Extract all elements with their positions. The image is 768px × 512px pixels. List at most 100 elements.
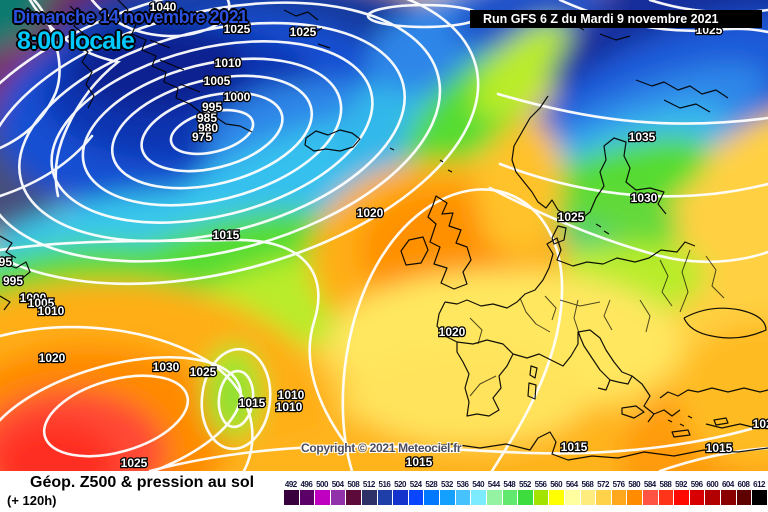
legend-entry: 588 — [657, 476, 674, 512]
coastlines-layer — [0, 0, 768, 461]
legend-entry: 524 — [407, 476, 424, 512]
legend-swatch — [423, 490, 440, 505]
legend-value: 604 — [721, 480, 734, 489]
legend-entry: 520 — [392, 476, 408, 512]
legend-value: 612 — [753, 480, 766, 489]
legend-value: 536 — [456, 480, 469, 489]
map-parameter-title: Géop. Z500 & pression au sol — [30, 474, 255, 491]
forecast-offset-label: (+ 120h) — [7, 493, 57, 508]
legend-swatch — [329, 490, 346, 505]
pressure-label: 1040 — [150, 0, 177, 14]
legend-value: 560 — [550, 480, 563, 489]
legend-value: 572 — [597, 480, 609, 489]
legend-value: 596 — [690, 480, 703, 489]
pressure-label: 1035 — [629, 130, 656, 144]
pressure-label: 1005 — [28, 296, 55, 310]
pressure-label: 1025 — [290, 25, 317, 39]
legend-entry: 580 — [626, 476, 643, 512]
legend-swatch — [688, 490, 705, 505]
legend-value: 584 — [643, 480, 656, 489]
legend-value: 580 — [628, 480, 641, 489]
legend-value: 504 — [331, 480, 344, 489]
pressure-label: 1005 — [204, 74, 231, 88]
legend-entry: 496 — [298, 476, 315, 512]
legend-entry: 540 — [470, 476, 486, 512]
legend-value: 552 — [519, 480, 531, 489]
pressure-label: 975 — [192, 130, 212, 144]
legend-entry: 548 — [501, 476, 518, 512]
legend-swatch — [704, 490, 721, 505]
model-run-label: Run GFS 6 Z du Mardi 9 novembre 2021 — [470, 10, 762, 28]
legend-swatch — [376, 490, 393, 505]
legend-swatch — [345, 490, 362, 505]
pressure-label: 985 — [197, 111, 217, 125]
pressure-label: 1025 — [190, 365, 217, 379]
legend-swatch — [720, 490, 736, 505]
legend-swatch — [361, 490, 377, 505]
pressure-label: 1025 — [224, 22, 251, 36]
legend-value: 540 — [472, 480, 485, 489]
pressure-label: 1000 — [20, 291, 47, 305]
legend-entry: 492 — [283, 476, 299, 512]
isobars-layer — [0, 0, 768, 471]
forecast-date-label: Dimanche 14 novembre 2021 — [13, 7, 248, 27]
legend-entry: 568 — [579, 476, 596, 512]
legend-entry: 536 — [454, 476, 471, 512]
legend-swatch — [626, 490, 643, 505]
legend-swatch — [735, 490, 752, 505]
legend-entry: 604 — [720, 476, 736, 512]
legend-value: 500 — [316, 480, 328, 489]
legend-value: 588 — [659, 480, 672, 489]
pressure-label: 1010 — [38, 304, 65, 318]
legend-swatch — [407, 490, 424, 505]
legend-entry: 532 — [439, 476, 455, 512]
legend-value: 592 — [675, 480, 687, 489]
legend-entry: 596 — [688, 476, 705, 512]
pressure-label: 1010 — [215, 56, 242, 70]
forecast-time-label: 8:00 locale — [17, 27, 135, 55]
pressure-label: 1010 — [278, 388, 305, 402]
legend-swatch — [314, 490, 330, 505]
legend-swatch — [610, 490, 627, 505]
legend-entry: 608 — [735, 476, 752, 512]
pressure-label: 1015 — [406, 455, 433, 469]
legend-entry: 516 — [376, 476, 393, 512]
footer-bar: Géop. Z500 & pression au sol (+ 120h) 49… — [0, 471, 768, 512]
copyright-label: Copyright © 2021 Meteociel.fr — [301, 441, 462, 455]
legend-value: 520 — [394, 480, 406, 489]
legend-entry: 528 — [423, 476, 440, 512]
legend-entry: 500 — [314, 476, 330, 512]
legend-value: 568 — [581, 480, 594, 489]
legend-swatch — [595, 490, 611, 505]
pressure-label: 995 — [202, 100, 222, 114]
legend-entry: 572 — [595, 476, 611, 512]
legend-value: 548 — [503, 480, 516, 489]
pressure-label: 1020 — [39, 351, 66, 365]
legend-value: 576 — [612, 480, 625, 489]
legend-entry: 564 — [563, 476, 580, 512]
color-scale-legend: 492 496 500 504 508 512 516 520 524 528 532 536 540 5… — [283, 476, 767, 512]
legend-swatch — [517, 490, 533, 505]
legend-entry: 504 — [329, 476, 346, 512]
legend-swatch — [751, 490, 767, 505]
legend-swatch — [548, 490, 564, 505]
legend-entry: 600 — [704, 476, 721, 512]
legend-swatch — [439, 490, 455, 505]
legend-swatch — [470, 490, 486, 505]
legend-entry: 552 — [517, 476, 533, 512]
pressure-label: 1010 — [276, 400, 303, 414]
legend-value: 544 — [487, 480, 500, 489]
legend-value: 608 — [737, 480, 750, 489]
legend-value: 524 — [409, 480, 422, 489]
legend-swatch — [283, 490, 299, 505]
legend-entry: 512 — [361, 476, 377, 512]
pressure-label: 1015 — [561, 440, 588, 454]
pressure-label: 1015 — [239, 396, 266, 410]
pressure-label: 1025 — [558, 210, 585, 224]
legend-value: 492 — [284, 480, 297, 489]
legend-entry: 556 — [532, 476, 549, 512]
map-area[interactable]: 1040 1025 1025 1025 1010 1005 1000 995 985 980 975… — [0, 0, 768, 471]
legend-swatch — [454, 490, 471, 505]
pressure-label: 1025 — [121, 456, 148, 470]
